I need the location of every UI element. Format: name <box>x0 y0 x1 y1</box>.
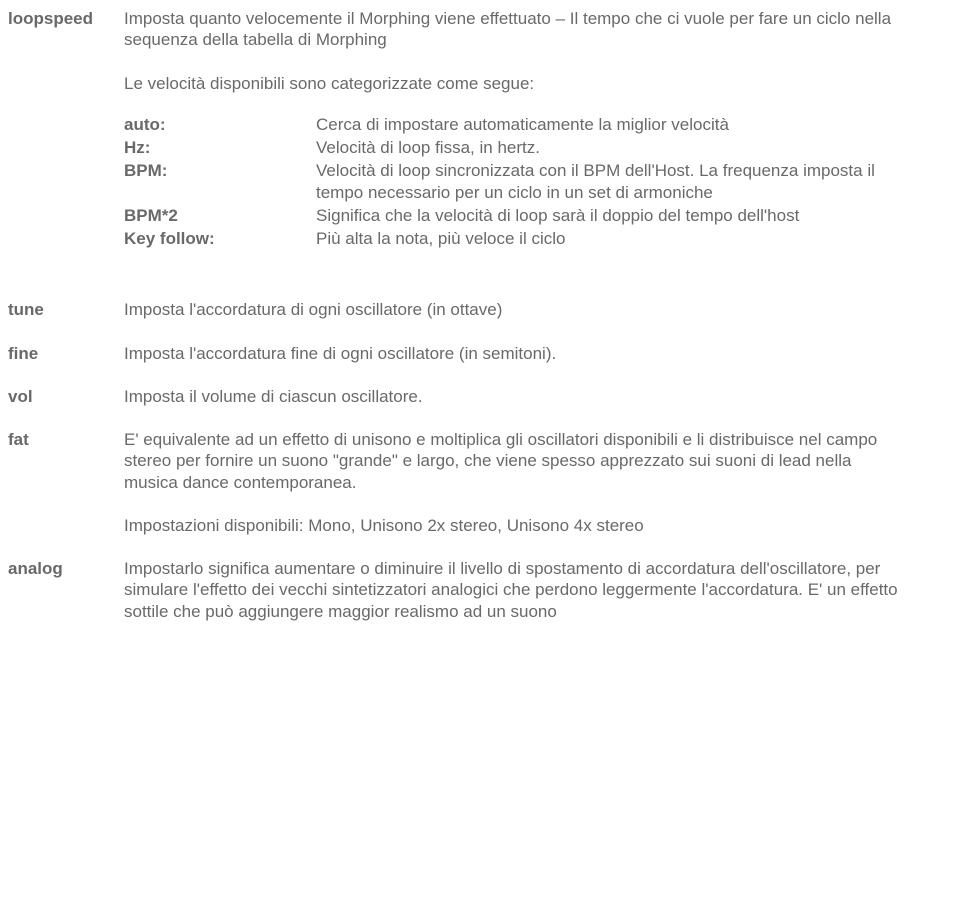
speed-desc-hz: Velocità di loop fissa, in hertz. <box>316 137 906 158</box>
speed-row-auto: auto: Cerca di impostare automaticamente… <box>124 114 906 135</box>
loopspeed-row: loopspeed Imposta quanto velocemente il … <box>8 8 906 51</box>
speed-row-keyfollow: Key follow: Più alta la nota, più veloce… <box>124 228 906 249</box>
param-desc-fine: Imposta l'accordatura fine di ogni oscil… <box>124 343 906 364</box>
param-term-fat: fat <box>8 429 124 493</box>
speed-term-bpm2: BPM*2 <box>124 205 316 226</box>
param-term-analog: analog <box>8 558 124 622</box>
speeds-intro: Le velocità disponibili sono categorizza… <box>8 73 906 94</box>
param-row-fine: fine Imposta l'accordatura fine di ogni … <box>8 343 906 364</box>
speed-desc-keyfollow: Più alta la nota, più veloce il ciclo <box>316 228 906 249</box>
param-row-analog: analog Impostarlo significa aumentare o … <box>8 558 906 622</box>
speed-term-keyfollow: Key follow: <box>124 228 316 249</box>
param-row-vol: vol Imposta il volume di ciascun oscilla… <box>8 386 906 407</box>
param-desc-tune: Imposta l'accordatura di ogni oscillator… <box>124 299 906 320</box>
speed-definitions: auto: Cerca di impostare automaticamente… <box>8 114 906 250</box>
speed-row-bpm2: BPM*2 Significa che la velocità di loop … <box>124 205 906 226</box>
param-desc-vol: Imposta il volume di ciascun oscillatore… <box>124 386 906 407</box>
speed-row-bpm: BPM: Velocità di loop sincronizzata con … <box>124 160 906 203</box>
speed-term-bpm: BPM: <box>124 160 316 203</box>
speed-desc-bpm: Velocità di loop sincronizzata con il BP… <box>316 160 906 203</box>
param-term-tune: tune <box>8 299 124 320</box>
speed-term-auto: auto: <box>124 114 316 135</box>
fat-settings-line: Impostazioni disponibili: Mono, Unisono … <box>8 515 906 536</box>
param-desc-fat: E' equivalente ad un effetto di unisono … <box>124 429 906 493</box>
param-desc-analog: Impostarlo significa aumentare o diminui… <box>124 558 906 622</box>
param-row-fat: fat E' equivalente ad un effetto di unis… <box>8 429 906 493</box>
param-term-fine: fine <box>8 343 124 364</box>
param-term-vol: vol <box>8 386 124 407</box>
speed-desc-auto: Cerca di impostare automaticamente la mi… <box>316 114 906 135</box>
parameter-list: tune Imposta l'accordatura di ogni oscil… <box>8 299 906 493</box>
loopspeed-desc: Imposta quanto velocemente il Morphing v… <box>124 8 906 51</box>
loopspeed-term: loopspeed <box>8 8 124 51</box>
speed-term-hz: Hz: <box>124 137 316 158</box>
speed-row-hz: Hz: Velocità di loop fissa, in hertz. <box>124 137 906 158</box>
param-row-tune: tune Imposta l'accordatura di ogni oscil… <box>8 299 906 320</box>
speed-desc-bpm2: Significa che la velocità di loop sarà i… <box>316 205 906 226</box>
